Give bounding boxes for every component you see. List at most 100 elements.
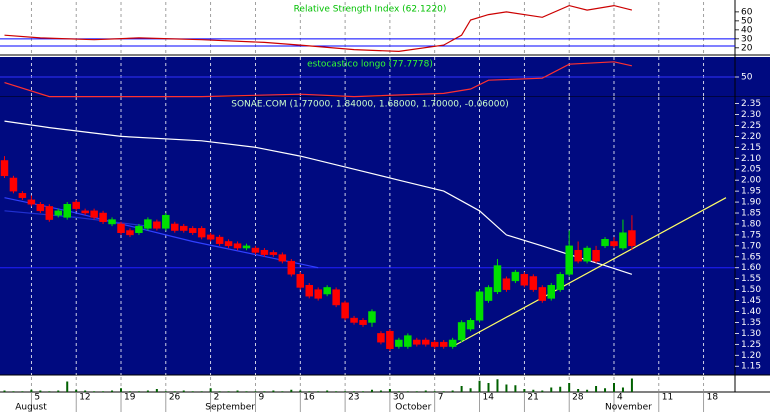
volume-bar — [245, 391, 248, 392]
volume-bar — [469, 388, 472, 392]
candle-body — [171, 223, 179, 231]
volume-bar — [595, 386, 598, 392]
y-tick-label: 1.85 — [741, 209, 761, 219]
indicator-line — [4, 61, 633, 98]
volume-bar — [299, 390, 302, 392]
y-tick-label: 1.80 — [741, 219, 761, 229]
y-tick-label: 2.10 — [741, 154, 761, 164]
volume-bar — [21, 391, 24, 392]
candle-body — [278, 254, 287, 262]
candle-body — [341, 302, 349, 319]
volume-bar — [335, 391, 338, 392]
y-tick-label: 2.00 — [741, 176, 761, 186]
volume-bar — [353, 391, 356, 392]
volume-bar — [93, 391, 96, 392]
candle-body — [36, 204, 45, 212]
candle-body — [188, 228, 197, 233]
candle-body — [90, 210, 98, 218]
volume-bar — [12, 391, 15, 392]
volume-bar — [66, 381, 69, 392]
month-label: October — [395, 403, 431, 412]
x-tick-label: 16 — [303, 393, 315, 403]
volume-bar — [550, 387, 553, 392]
candle-body — [9, 177, 18, 192]
candle-body — [0, 160, 9, 177]
x-tick-label: 19 — [124, 393, 136, 403]
volume-bar — [75, 389, 78, 392]
x-tick-label: 2 — [214, 393, 220, 403]
x-tick-label: 21 — [527, 393, 538, 403]
overlay-line — [4, 210, 148, 227]
y-tick-label: 2.25 — [741, 121, 761, 131]
x-tick-label: 28 — [572, 393, 584, 403]
volume-bar — [272, 390, 275, 392]
x-tick-label: 12 — [79, 393, 90, 403]
overlay-line — [4, 197, 319, 269]
candle-body — [502, 278, 511, 290]
volume-bar — [155, 389, 158, 392]
candle-body — [81, 210, 89, 214]
candle-body — [628, 230, 636, 247]
panel-title: SONAE.COM (1.77000, 1.84000, 1.68000, 1.… — [231, 100, 508, 110]
y-tick-label: 1.70 — [741, 241, 761, 251]
x-tick-label: 5 — [34, 393, 40, 403]
volume-bar — [317, 391, 320, 392]
volume-bar — [254, 391, 257, 392]
volume-bar — [478, 380, 481, 392]
volume-bar — [604, 388, 607, 392]
volume-bar — [30, 389, 33, 392]
candle-body — [520, 274, 529, 286]
volume-bar — [128, 391, 131, 392]
volume-bar — [586, 389, 589, 392]
candle-body — [251, 247, 260, 253]
candle-body — [242, 245, 251, 249]
y-tick-label: 1.30 — [741, 329, 761, 339]
candle-body — [233, 243, 242, 249]
indicator-line — [4, 4, 633, 53]
volume-bar — [164, 391, 167, 392]
candle-body — [332, 289, 340, 306]
volume-bar — [630, 378, 633, 392]
candle-body — [493, 265, 502, 293]
candle-body — [296, 274, 305, 288]
overlay-line — [4, 120, 633, 275]
x-tick-label: 18 — [707, 393, 719, 403]
y-tick-label: 2.20 — [741, 132, 761, 142]
y-tick-label: 1.55 — [741, 274, 761, 284]
volume-bar — [433, 391, 436, 392]
volume-bar — [191, 391, 194, 392]
volume-bar — [559, 386, 562, 392]
x-tick-label: 9 — [258, 393, 264, 403]
candle-body — [448, 339, 457, 347]
volume-bar — [406, 391, 409, 392]
month-label: November — [605, 403, 652, 412]
volume-bar — [577, 389, 580, 392]
y-tick-label: 1.75 — [741, 230, 761, 240]
candle-body — [619, 232, 627, 249]
volume-bar — [290, 389, 293, 392]
candle-body — [350, 317, 358, 323]
candle-body — [610, 241, 618, 247]
volume-bar — [460, 386, 463, 392]
volume-bar — [344, 391, 347, 392]
candle-body — [583, 247, 591, 262]
volume-bar — [48, 391, 51, 392]
y-tick-label: 1.20 — [741, 351, 761, 361]
month-label: August — [15, 403, 47, 412]
volume-bar — [173, 391, 176, 392]
volume-bar — [146, 390, 149, 392]
candle-body — [162, 214, 170, 229]
candle-body — [153, 221, 161, 229]
volume-bar — [39, 390, 42, 392]
volume-bar — [308, 391, 311, 392]
candle-body — [63, 204, 71, 218]
candle-body — [27, 199, 36, 205]
candle-body — [511, 271, 520, 282]
candle-body — [108, 219, 116, 225]
candle-body — [556, 274, 564, 290]
volume-bar — [621, 387, 624, 392]
volume-bar — [102, 391, 105, 392]
y-tick-label: 1.40 — [741, 307, 761, 317]
candle-body — [117, 223, 125, 233]
